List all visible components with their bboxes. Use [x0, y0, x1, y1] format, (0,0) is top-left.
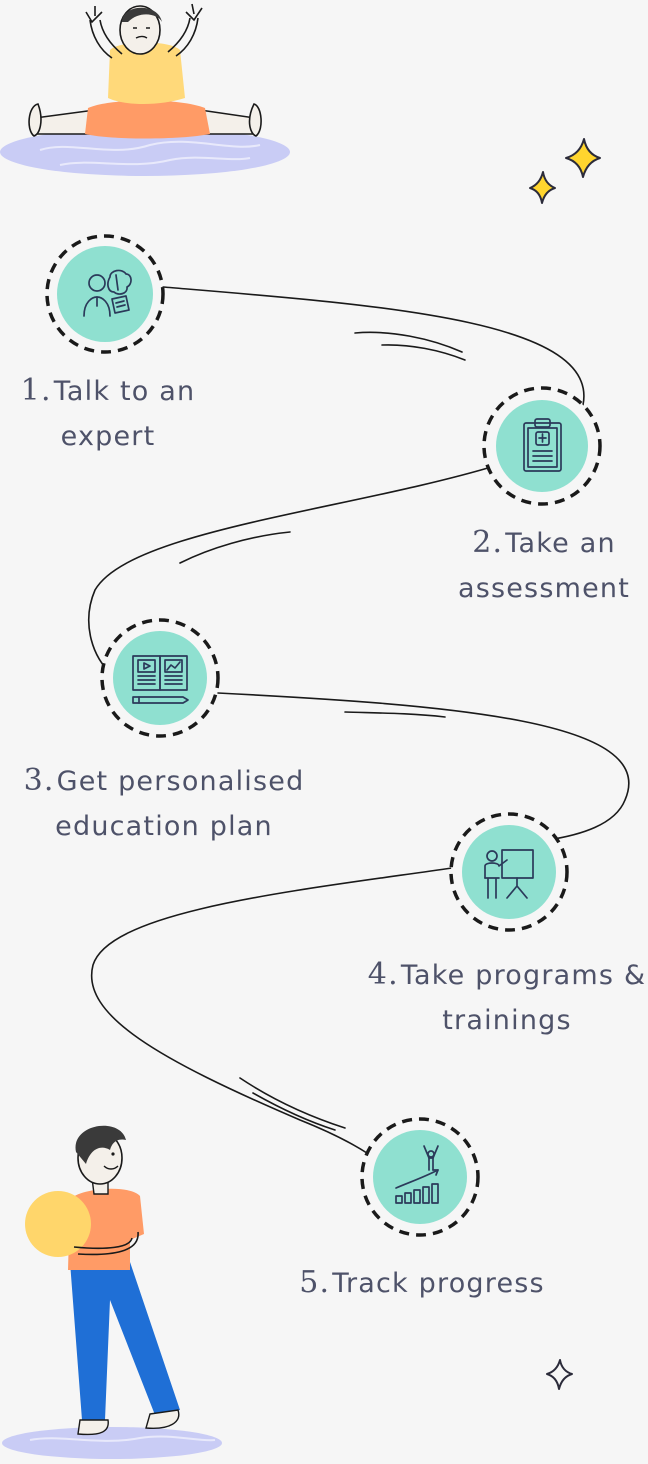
step-text: Get personalised: [56, 766, 305, 797]
person-holding-ball-illustration: [2, 1125, 222, 1459]
step-text: expert: [60, 421, 156, 452]
step-3-label: 3.Get personalised education plan: [14, 758, 314, 849]
step-text: assessment: [457, 573, 631, 604]
step-2-label: 2.Take an assessment: [446, 520, 642, 611]
open-book-icon: [132, 655, 189, 704]
step-number: 3.: [23, 763, 55, 798]
step-4-marker: [449, 812, 569, 932]
progress-chart-icon: [395, 1145, 439, 1204]
step-number: 2.: [472, 525, 504, 560]
expert-brain-icon: [83, 269, 132, 317]
step-text: Take programs &: [400, 960, 647, 991]
step-4-label: 4.Take programs & trainings: [366, 952, 648, 1043]
step-number: 1.: [20, 373, 52, 408]
sparkle-star-bottom: [546, 1359, 573, 1390]
step-2-marker: [482, 386, 602, 506]
presentation-board-icon: [484, 849, 534, 899]
winding-path: [87, 286, 630, 1156]
step-3-marker: [100, 618, 220, 738]
step-5-marker: [360, 1117, 480, 1237]
step-1-label: 1.Talk to an expert: [18, 368, 198, 459]
stretching-person-illustration: [0, 3, 290, 176]
clipboard-medical-icon: [523, 418, 562, 472]
step-text: Talk to an: [53, 376, 196, 407]
step-text: education plan: [55, 811, 273, 842]
step-5-label: 5.Track progress: [288, 1260, 556, 1306]
step-number: 5.: [299, 1265, 331, 1300]
step-text: Track progress: [332, 1268, 545, 1299]
step-text: Take an: [505, 528, 616, 559]
sparkle-stars-top: [529, 138, 601, 204]
step-1-marker: [45, 234, 165, 354]
step-text: trainings: [442, 1005, 572, 1036]
step-number: 4.: [367, 957, 399, 992]
